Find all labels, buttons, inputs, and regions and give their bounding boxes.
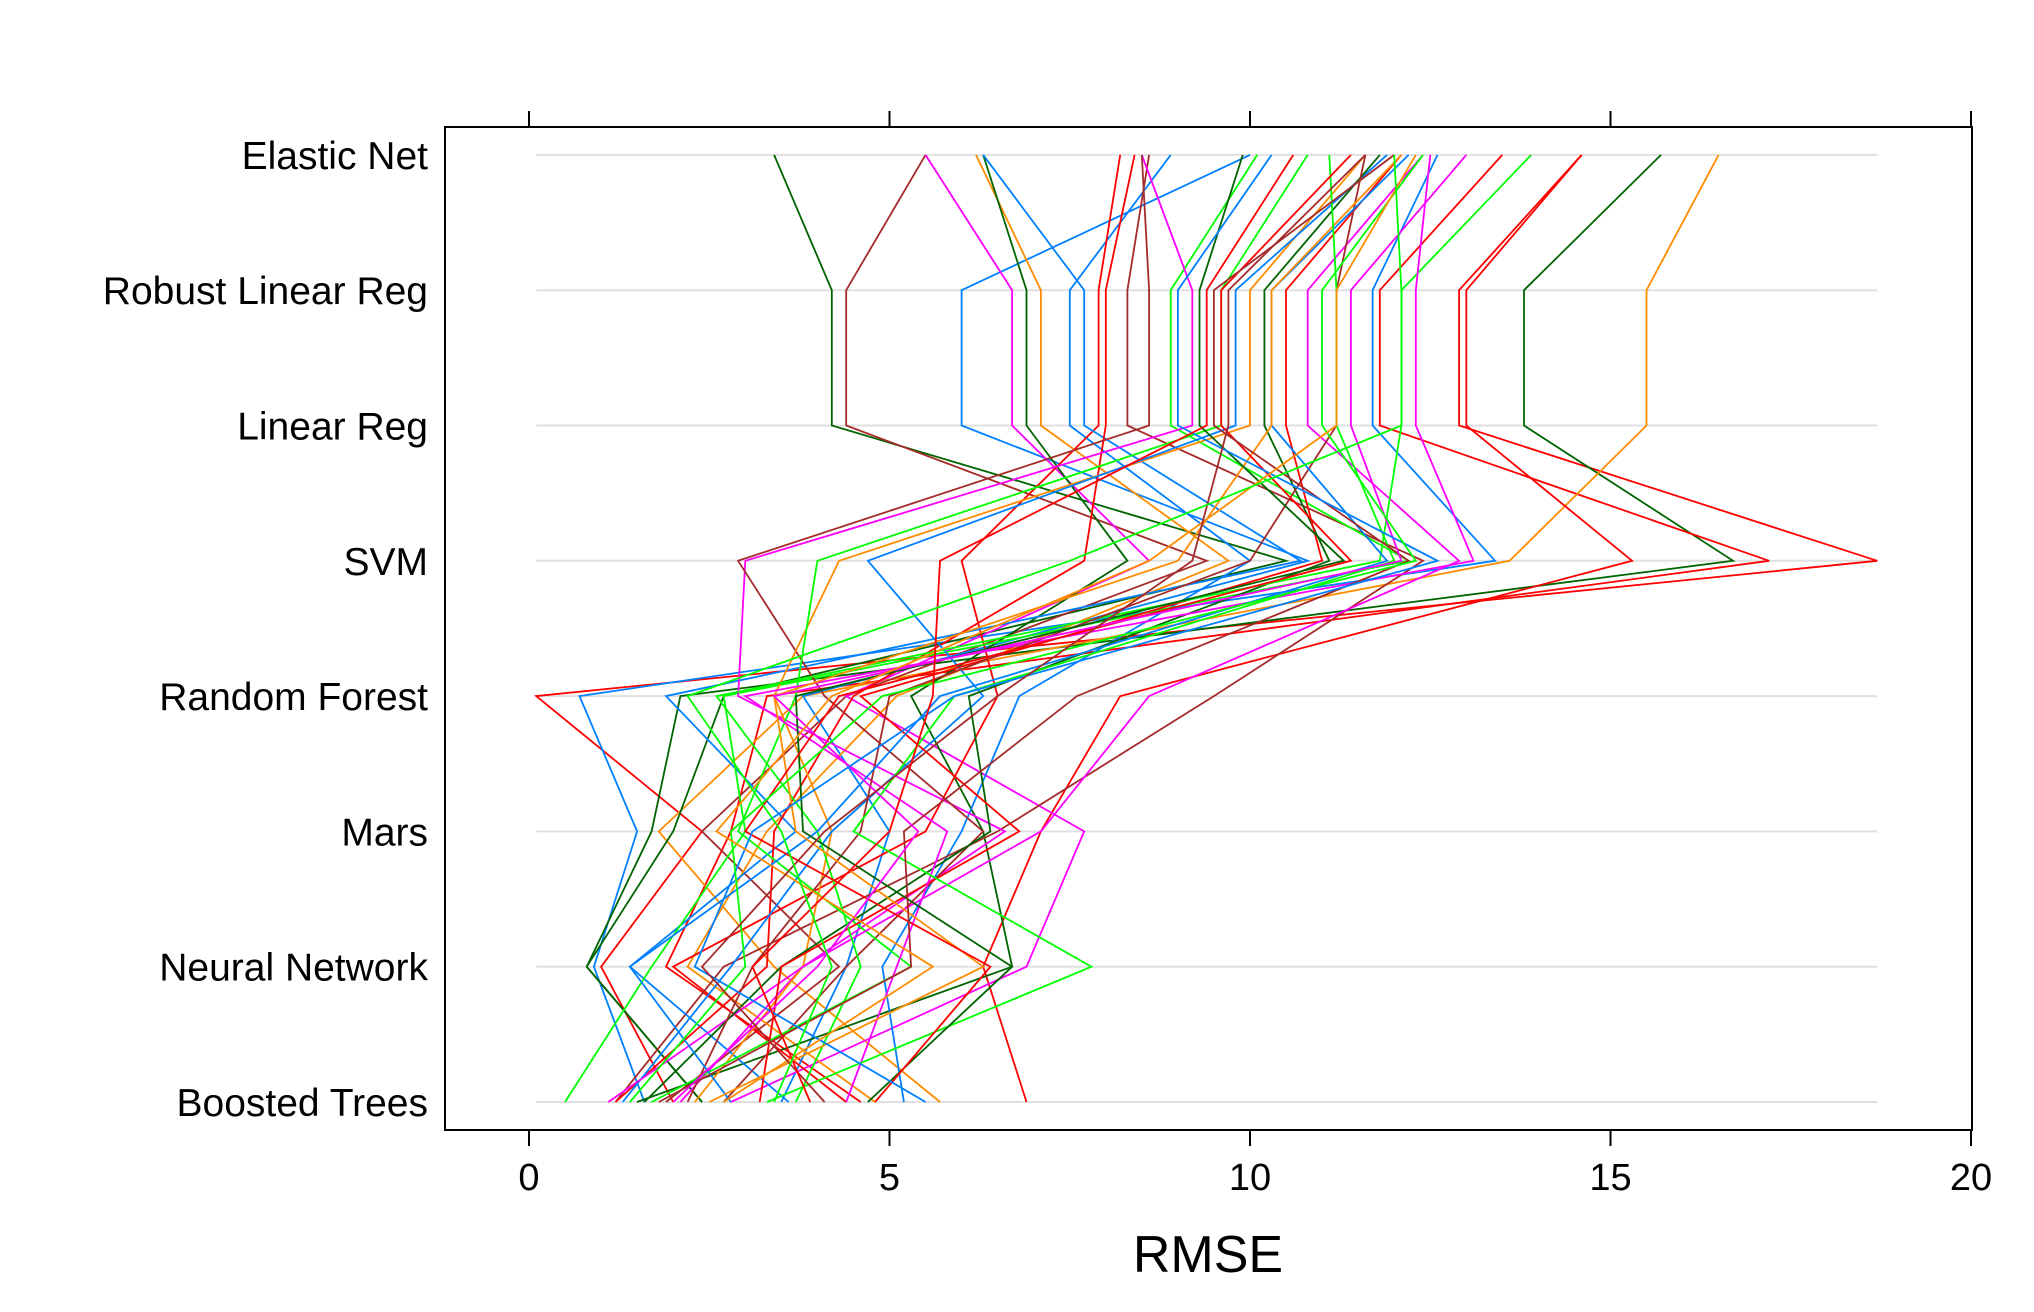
- x-tick-label: 15: [1589, 1157, 1631, 1199]
- series-lines: [533, 154, 1878, 1103]
- series-line-10: [730, 154, 1151, 1103]
- x-tick-label: 10: [1229, 1157, 1271, 1199]
- series-line-2: [578, 154, 1497, 1103]
- x-tick-label: 0: [518, 1157, 539, 1199]
- series-line-15: [614, 154, 1425, 1103]
- series-line-32: [766, 154, 1396, 1103]
- series-line-24: [607, 154, 1461, 1103]
- series-line-17: [614, 154, 1136, 1103]
- category-label: Linear Reg: [237, 406, 428, 449]
- x-axis-ticks: 0 5 10 15 20: [518, 111, 1992, 1199]
- series-line-40: [700, 154, 1367, 1103]
- series-line-28: [742, 154, 1475, 1103]
- series-line-20: [723, 154, 1150, 1103]
- series-line-3: [585, 154, 1736, 1103]
- series-line-19: [679, 154, 1194, 1103]
- series-line-35: [658, 154, 1411, 1103]
- series-line-31: [708, 154, 1403, 1103]
- series-line-23: [621, 154, 1388, 1103]
- y-axis-categories: Boosted Trees Neural Network Mars Random Fo…: [103, 135, 429, 1125]
- series-line-42: [686, 154, 1403, 1103]
- series-line-16: [628, 154, 1303, 1103]
- series-line-39: [715, 154, 1417, 1103]
- series-line-36: [672, 154, 1467, 1103]
- category-label: Random Forest: [159, 676, 428, 719]
- x-tick-label: 5: [879, 1157, 900, 1199]
- series-line-7: [585, 154, 1290, 1103]
- category-label: Robust Linear Reg: [103, 270, 428, 313]
- series-line-41: [751, 154, 1295, 1103]
- series-line-37: [693, 154, 1440, 1103]
- series-line-4: [664, 154, 1770, 1103]
- series-line-12: [636, 154, 1129, 1103]
- series-line-27: [714, 154, 1532, 1103]
- category-label: Mars: [341, 811, 428, 854]
- series-line-38: [629, 154, 1424, 1103]
- x-axis-label: RMSE: [1133, 1226, 1283, 1284]
- series-line-5: [657, 154, 1720, 1103]
- category-label: Boosted Trees: [177, 1082, 428, 1125]
- category-label: Neural Network: [159, 947, 428, 990]
- plot-frame: [444, 126, 1973, 1131]
- category-label: Elastic Net: [242, 135, 429, 178]
- series-line-6: [982, 154, 1635, 1103]
- category-label: SVM: [343, 541, 428, 584]
- x-tick-label: 20: [1950, 1157, 1992, 1199]
- series-line-33: [794, 154, 1346, 1103]
